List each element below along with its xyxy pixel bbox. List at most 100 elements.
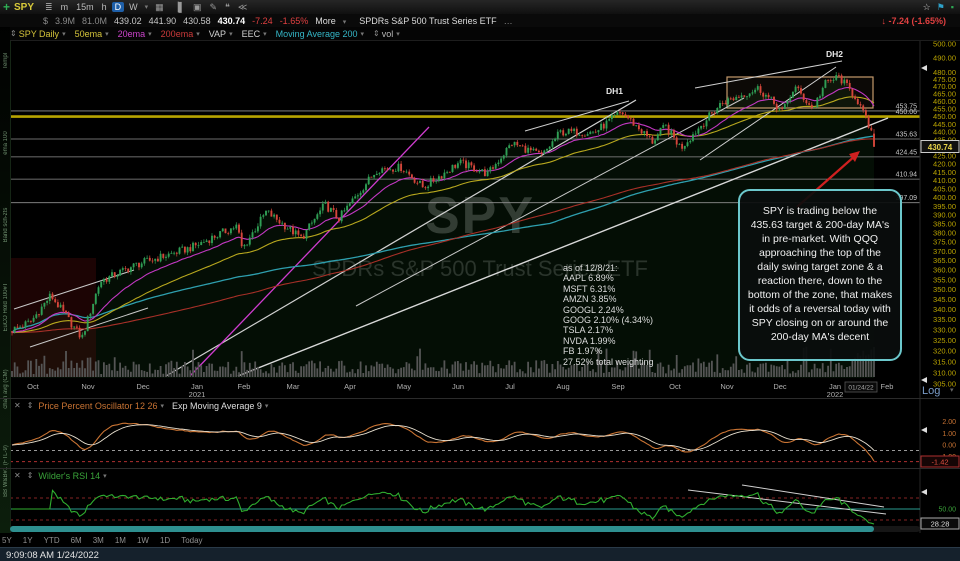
rsi-panel-header: ✕ ⇕ Wilder's RSI 14 ▾ xyxy=(10,469,920,482)
trendline xyxy=(237,117,889,377)
holdings-line: as of 12/8/21: xyxy=(563,263,618,273)
timeframe-h[interactable]: h xyxy=(101,2,107,12)
timeframe-caret-icon[interactable]: ▾ xyxy=(144,4,149,11)
rsi-line xyxy=(12,489,875,525)
stat-dim: 3.9M xyxy=(55,15,76,26)
vertical-tab-label[interactable]: ema 100 xyxy=(3,131,9,155)
share-icon[interactable]: ≪ xyxy=(237,1,248,12)
timeframe-D[interactable]: D xyxy=(111,2,125,12)
holdings-line: NVDA 1.99% xyxy=(563,335,616,346)
vertical-tab-label[interactable]: BB W&B#1 (FTL-9) xyxy=(3,445,9,497)
range-1m[interactable]: 1M xyxy=(114,535,126,545)
month-label: Jul xyxy=(505,382,515,391)
vertical-tab-label[interactable]: Band sch-zts xyxy=(3,207,9,243)
rsi-caret-icon[interactable]: ▾ xyxy=(103,472,107,480)
stat-neg: -1.65% xyxy=(279,15,309,26)
top-toolbar: + SPY ≣ m 15m h D W ▾ ▦ ▕▌ ▣ ✎ ❝ ≪ ☆ ⚑ ▪ xyxy=(0,0,960,14)
price-tick: 360.00 xyxy=(933,266,956,275)
price-tick: 415.00 xyxy=(933,168,956,177)
price-tick: 440.00 xyxy=(933,128,956,137)
holdings-line: 27.52% total weighting xyxy=(563,356,654,367)
rsi-title[interactable]: Wilder's RSI 14 xyxy=(38,470,101,481)
range-5y[interactable]: 5Y xyxy=(2,535,12,545)
month-label: Nov xyxy=(720,382,734,391)
favorite-star-icon[interactable]: ☆ xyxy=(922,1,931,12)
indicator-eec[interactable]: EEC ▾ xyxy=(241,28,267,39)
price-tick: 385.00 xyxy=(933,219,956,228)
indicator-200ema[interactable]: 200ema ▾ xyxy=(160,28,200,39)
holdings-line: AAPL 6.89% xyxy=(563,273,614,284)
trendline xyxy=(699,66,837,161)
ppo-tick: 0.00 xyxy=(942,443,956,450)
holdings-note[interactable]: as of 12/8/21: AAPL 6.89% MSFT 6.31% AMZN 3… xyxy=(563,263,654,367)
indicator-vol[interactable]: ⇕ vol ▾ xyxy=(373,28,400,39)
trendline xyxy=(165,99,637,377)
stat-dim: … xyxy=(503,15,513,26)
symbol-label[interactable]: SPY xyxy=(14,1,35,13)
price-tick: 315.00 xyxy=(933,358,956,367)
rsi-move-icon[interactable]: ⇕ xyxy=(26,471,34,480)
ppo-subtitle-caret-icon[interactable]: ▾ xyxy=(264,402,269,410)
change-indicator: ↓ -7.24 (-1.65%) xyxy=(881,15,946,26)
left-template-strip[interactable]: Templ ema 100 Band sch-zts EuCO Hold 100#T c… xyxy=(0,28,11,533)
indicator-moving-average-200[interactable]: Moving Average 200 ▾ xyxy=(275,28,365,39)
chart-grid-icon[interactable]: ▦ xyxy=(155,1,164,12)
draw-icon[interactable]: ✎ xyxy=(209,1,218,12)
vertical-tab-label[interactable]: chan avg (CM) xyxy=(3,369,9,409)
vertical-tab-label[interactable]: Templ xyxy=(3,53,9,70)
ppo-signal-line xyxy=(11,424,875,451)
price-tick: 355.00 xyxy=(933,275,956,284)
ppo-subtitle[interactable]: Exp Moving Average 9 xyxy=(171,400,262,411)
holdings-line: TSLA 2.17% xyxy=(563,325,614,336)
timeframe-15m[interactable]: 15m xyxy=(76,2,94,12)
price-tick: 500.00 xyxy=(933,40,956,49)
price-tick: 320.00 xyxy=(933,347,956,356)
watchlist-icon[interactable]: ≣ xyxy=(45,1,53,12)
month-label: Dec xyxy=(136,382,150,391)
month-label: Oct xyxy=(27,382,40,391)
layers-icon[interactable]: ▣ xyxy=(192,1,202,12)
ppo-title[interactable]: Price Percent Oscillator 12 26 xyxy=(38,400,158,411)
ppo-value: -1.42 xyxy=(931,458,948,467)
log-scale-toggle[interactable]: Log xyxy=(922,385,940,397)
price-level-label: 410.94 xyxy=(896,172,918,179)
chart-type-icon[interactable]: ▕▌ xyxy=(171,1,185,12)
range-1d[interactable]: 1D xyxy=(159,535,171,545)
rsi-value-box xyxy=(920,517,960,530)
range-buttons: 5Y 1Y YTD 6M 3M 1M 1W 1D Today xyxy=(2,534,958,546)
flag-icon[interactable]: ⚑ xyxy=(936,1,945,12)
rsi-close-button[interactable]: ✕ xyxy=(14,471,21,480)
range-6m[interactable]: 6M xyxy=(70,535,82,545)
price-tick: 395.00 xyxy=(933,202,956,211)
ppo-caret-icon[interactable]: ▾ xyxy=(160,402,164,410)
range-ytd[interactable]: YTD xyxy=(43,535,60,545)
ema50-line xyxy=(11,96,875,334)
range-3m[interactable]: 3M xyxy=(92,535,104,545)
range-1y[interactable]: 1Y xyxy=(22,535,33,545)
stat-more[interactable]: More xyxy=(315,15,336,26)
consolidation-box xyxy=(726,76,874,109)
indicator-vap[interactable]: VAP ▾ xyxy=(208,28,233,39)
annotation-note[interactable]: SPY is trading below the 435.63 target &… xyxy=(738,189,902,361)
ppo-panel-header: ✕ ⇕ Price Percent Oscillator 12 26 ▾ Exp… xyxy=(10,399,920,412)
range-today[interactable]: Today xyxy=(181,535,203,545)
range-1w[interactable]: 1W xyxy=(136,535,149,545)
chart-scrollbar-track[interactable] xyxy=(10,526,920,532)
price-tick: 465.00 xyxy=(933,90,956,99)
ppo-move-icon[interactable]: ⇕ xyxy=(26,401,34,410)
timeframe-W[interactable]: W xyxy=(129,2,138,12)
indicator-spy-daily[interactable]: ⇕ SPY Daily ▾ xyxy=(10,28,66,39)
timeframe-m[interactable]: m xyxy=(60,2,69,12)
indicator-20ema[interactable]: 20ema ▾ xyxy=(117,28,152,39)
chart-scrollbar-thumb[interactable] xyxy=(10,526,874,532)
vertical-tab-label[interactable]: EuCO Hold 100#T xyxy=(3,282,9,332)
notes-icon[interactable]: ❝ xyxy=(225,1,230,12)
rsi-tick: 50.00 xyxy=(938,507,956,514)
status-bar: 9:09:08 AM 1/24/2022 xyxy=(0,547,960,561)
indicator-50ema[interactable]: 50ema ▾ xyxy=(74,28,109,39)
ppo-close-button[interactable]: ✕ xyxy=(14,401,21,410)
trendline xyxy=(524,100,630,132)
price-tick: 420.00 xyxy=(933,160,956,169)
add-symbol-icon[interactable]: + xyxy=(3,0,11,14)
